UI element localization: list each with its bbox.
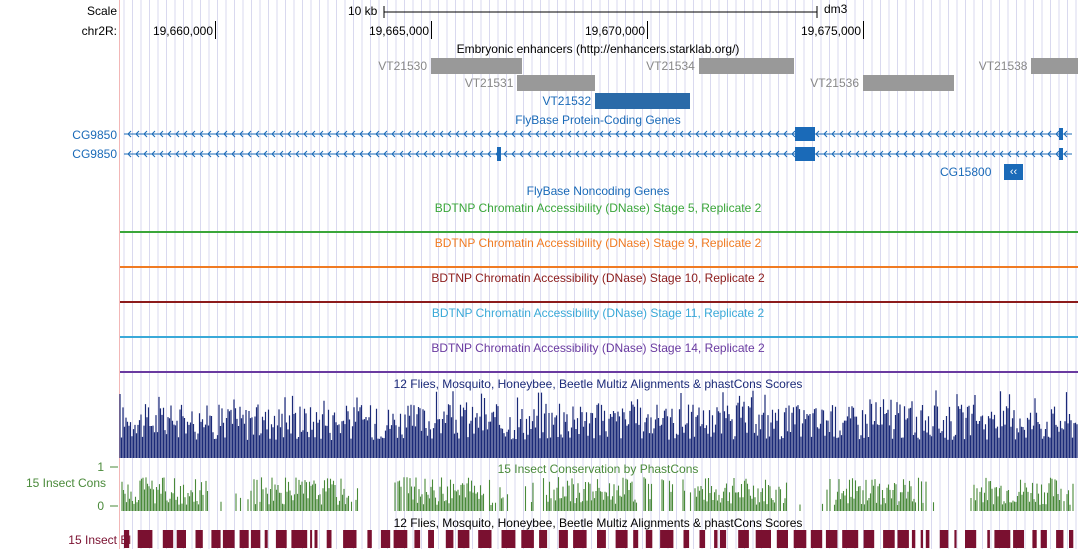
dnase-track-title[interactable]: BDTNP Chromatin Accessibility (DNase) St… <box>431 341 765 355</box>
elements-side-label[interactable]: 15 Insect El <box>68 533 131 547</box>
enhancer-feature[interactable] <box>595 93 691 109</box>
enhancer-label[interactable]: VT21530 <box>378 59 427 73</box>
noncoding-genes-track-title[interactable]: FlyBase Noncoding Genes <box>526 184 670 198</box>
dnase-track-signal[interactable] <box>120 371 1078 373</box>
enhancer-label[interactable]: VT21536 <box>810 76 859 90</box>
enhancer-feature[interactable] <box>698 58 794 74</box>
gene-label-cg9850-2[interactable]: CG9850 <box>72 147 117 161</box>
phastcons-track-title[interactable]: 15 Insect Conservation by PhastCons <box>497 462 699 476</box>
dnase-track-signal[interactable] <box>120 301 1078 303</box>
gene-label-cg9850-1[interactable]: CG9850 <box>72 128 117 142</box>
dnase-track-signal[interactable] <box>120 231 1078 233</box>
enhancers-track-title[interactable]: Embryonic enhancers (http://enhancers.st… <box>456 42 740 56</box>
gene-model-cg9850-2 <box>124 147 1072 161</box>
elements-signal[interactable] <box>120 530 1078 548</box>
tick-label: 19,660,000 <box>152 24 213 38</box>
coding-genes-track-title[interactable]: FlyBase Protein-Coding Genes <box>515 113 681 127</box>
gene-cg15800-block[interactable]: ‹‹ <box>1004 164 1023 180</box>
tick-mark <box>431 21 432 39</box>
gene-label-cg15800[interactable]: CG15800 <box>940 165 992 179</box>
phastcons-axis-min: 0 <box>97 499 104 513</box>
phastcons-axis-ticks <box>110 466 118 507</box>
phastcons-signal[interactable] <box>120 476 1078 512</box>
multiz-signal[interactable] <box>119 390 1078 460</box>
gene-model-cg9850-1 <box>124 127 1072 141</box>
scale-bar <box>383 6 818 18</box>
assembly-label: dm3 <box>824 2 848 16</box>
dnase-track-title[interactable]: BDTNP Chromatin Accessibility (DNase) St… <box>431 271 765 285</box>
dnase-track-title[interactable]: BDTNP Chromatin Accessibility (DNase) St… <box>431 306 765 320</box>
scale-label: Scale <box>86 4 117 18</box>
tick-mark <box>647 21 648 39</box>
tick-label: 19,675,000 <box>800 24 861 38</box>
dnase-track-title[interactable]: BDTNP Chromatin Accessibility (DNase) St… <box>434 201 762 215</box>
enhancer-label[interactable]: VT21538 <box>978 59 1028 73</box>
gene-models[interactable] <box>120 124 1078 184</box>
enhancer-label[interactable]: VT21531 <box>464 76 514 90</box>
tick-label: 19,665,000 <box>368 24 429 38</box>
dnase-track-title[interactable]: BDTNP Chromatin Accessibility (DNase) St… <box>434 236 762 250</box>
enhancer-feature[interactable] <box>863 75 954 91</box>
dnase-track-signal[interactable] <box>120 266 1078 268</box>
enhancer-label[interactable]: VT21532 <box>542 94 592 108</box>
enhancer-feature[interactable] <box>431 58 522 74</box>
multiz-track-title[interactable]: 12 Flies, Mosquito, Honeybee, Beetle Mul… <box>393 377 803 391</box>
dnase-track-signal[interactable] <box>120 336 1078 338</box>
phastcons-side-label[interactable]: 15 Insect Cons <box>25 476 106 490</box>
enhancer-feature[interactable] <box>517 75 596 91</box>
tick-mark <box>863 21 864 39</box>
left-margin-divider <box>119 0 120 549</box>
scale-bar-label: 10 kb <box>348 4 378 18</box>
elements-track-title[interactable]: 12 Flies, Mosquito, Honeybee, Beetle Mul… <box>393 516 803 530</box>
enhancer-feature[interactable] <box>1031 58 1078 74</box>
phastcons-axis-max: 1 <box>97 460 104 474</box>
enhancer-label[interactable]: VT21534 <box>646 59 695 73</box>
chrom-label: chr2R: <box>81 24 117 38</box>
tick-mark <box>215 21 216 39</box>
tick-label: 19,670,000 <box>584 24 645 38</box>
